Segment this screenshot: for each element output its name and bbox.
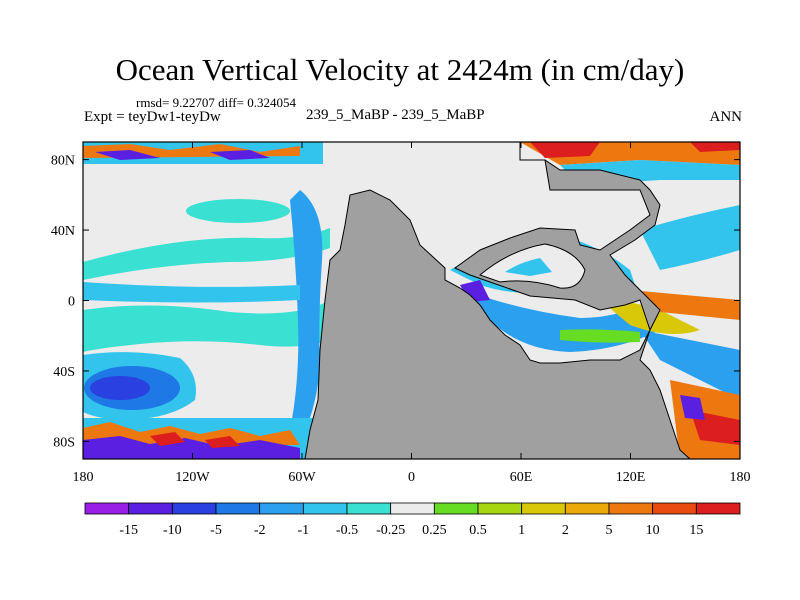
colorbar-swatch: [695, 502, 741, 515]
colorbar-label: 10: [646, 523, 660, 538]
stats-label: rmsd= 9.22707 diff= 0.324054: [136, 95, 296, 110]
y-tick-label: 40S: [53, 365, 75, 380]
inner-sea-cyan: [505, 258, 552, 276]
colorbar-label: -0.25: [376, 523, 405, 538]
colorbar-swatch: [84, 502, 130, 515]
tethys-purple: [460, 256, 538, 302]
colorbar-swatch: [390, 502, 435, 515]
y-tick-label: 40N: [51, 224, 75, 239]
pacific-southern-low-core: [90, 376, 150, 400]
arctic-purple: [95, 150, 270, 160]
colorbar-swatch: [521, 502, 566, 515]
pacific-equatorial-cyan: [83, 282, 300, 303]
y-tick-label: 80S: [53, 435, 75, 450]
colorbar-swatch: [346, 502, 392, 515]
x-tick-label: 60W: [288, 470, 316, 485]
colorbar-swatch: [608, 502, 654, 515]
southern-ocean-warm: [83, 422, 300, 445]
x-axis: 180 120W 60W 0 60E 120E 180: [73, 142, 751, 485]
colorbar-swatch: [564, 502, 610, 515]
pacific-cyan-north-band: [83, 228, 330, 280]
east-arctic-red: [530, 142, 740, 158]
colorbar-label: -15: [119, 523, 138, 538]
east-ocean-south: [640, 330, 740, 400]
pangaea-landmass: [304, 142, 691, 459]
case-label: 239_5_MaBP - 239_5_MaBP: [306, 107, 485, 123]
pacific-cyan-mid-region: [83, 300, 330, 352]
pacific-cyan-blob: [186, 199, 290, 223]
colorbar-label: 0.25: [422, 523, 447, 538]
colorbar-label: 2: [562, 523, 569, 538]
map-field: [83, 142, 740, 459]
east-ocean-band: [640, 205, 740, 270]
colorbar-label: 15: [689, 523, 703, 538]
colorbar-label: -0.5: [336, 523, 358, 538]
tethys-green: [560, 329, 640, 343]
x-tick-label: 180: [73, 470, 94, 485]
colorbar-label: 5: [606, 523, 613, 538]
colorbar-swatch: [259, 502, 304, 515]
colorbar-swatch: [652, 502, 697, 515]
x-tick-label: 180: [730, 470, 751, 485]
x-tick-label: 60E: [510, 470, 533, 485]
colorbar-swatch: [128, 502, 173, 515]
colorbar-swatch: [302, 502, 348, 515]
season-label: ANN: [709, 109, 743, 125]
colorbar-label: -2: [254, 523, 266, 538]
x-tick-label: 0: [408, 470, 415, 485]
southern-ocean-purple: [83, 436, 300, 459]
y-tick-label: 0: [68, 295, 75, 310]
colorbar-label: -1: [297, 523, 309, 538]
colorbar-swatch: [433, 502, 479, 515]
colorbar-label: 0.5: [469, 523, 487, 538]
tethys-orange: [630, 290, 740, 320]
colorbar-label: -10: [163, 523, 182, 538]
colorbar-label: 1: [518, 523, 525, 538]
colorbar-label: -5: [210, 523, 222, 538]
pacific-east-coastal-band: [290, 190, 323, 430]
colorbar-swatch: [171, 502, 217, 515]
colorbar: -15 -10 -5 -2 -1 -0.5 -0.25 0.25 0.5 1 2 5 10 15: [84, 502, 741, 538]
y-axis: 80N 40N 0 40S 80S: [51, 154, 740, 450]
colorbar-swatch: [477, 502, 523, 515]
x-tick-label: 120W: [175, 470, 210, 485]
x-tick-label: 120E: [616, 470, 646, 485]
east-ocean-southern-purple: [680, 395, 705, 420]
colorbar-swatch: [215, 502, 261, 515]
chart-title: Ocean Vertical Velocity at 2424m (in cm/…: [115, 52, 685, 87]
experiment-label: Expt = teyDw1-teyDw: [84, 109, 221, 125]
southern-ocean-red: [150, 432, 240, 448]
y-tick-label: 80N: [51, 154, 75, 169]
